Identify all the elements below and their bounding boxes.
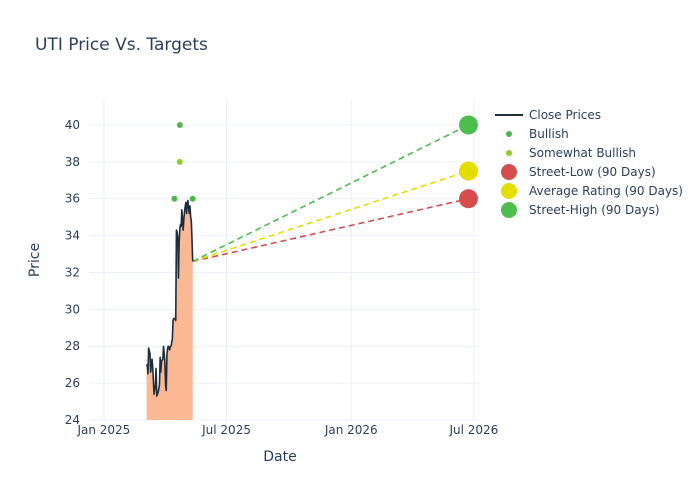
legend-label: Somewhat Bullish — [529, 146, 636, 160]
legend-dot-swatch — [506, 131, 512, 137]
legend-label: Close Prices — [529, 108, 601, 122]
target-line — [192, 124, 469, 263]
target-markers — [458, 115, 478, 209]
target-line — [192, 197, 469, 263]
target-lines — [192, 124, 469, 263]
legend: Close Prices Bullish Somewhat Bullish Stree… — [495, 108, 683, 218]
legend-label: Average Rating (90 Days) — [529, 184, 683, 198]
y-tick-label: 40 — [65, 118, 80, 132]
y-tick-label: 30 — [65, 302, 80, 316]
x-tick-label: Jan 2025 — [76, 423, 130, 437]
legend-dot-swatch — [506, 150, 512, 156]
x-tick-label: Jul 2026 — [448, 423, 498, 437]
x-axis-title: Date — [263, 449, 296, 465]
legend-label: Street-High (90 Days) — [529, 203, 660, 217]
legend-dot-swatch — [501, 183, 517, 199]
chart-title: UTI Price Vs. Targets — [35, 35, 208, 55]
bullish-point — [176, 121, 183, 128]
close-price-area — [146, 200, 193, 420]
legend-dot-swatch — [501, 202, 517, 218]
target-marker — [458, 115, 478, 135]
grid-lines — [89, 101, 480, 421]
close-price-line — [145, 199, 194, 397]
legend-dot-swatch — [501, 164, 517, 180]
bullish-point — [171, 195, 178, 202]
legend-label: Street-Low (90 Days) — [529, 165, 656, 179]
bullish-point — [189, 195, 196, 202]
y-tick-label: 36 — [65, 192, 80, 206]
rating-points — [171, 121, 196, 202]
y-axis-ticks: 24 26 28 30 32 34 36 38 40 — [65, 118, 80, 427]
close-price-line-layer — [145, 199, 194, 397]
y-tick-label: 26 — [65, 376, 80, 390]
x-tick-label: Jul 2025 — [201, 423, 251, 437]
x-tick-label: Jan 2026 — [324, 423, 378, 437]
target-marker — [458, 161, 478, 181]
target-marker — [458, 189, 478, 209]
y-axis-title: Price — [27, 243, 43, 277]
y-tick-label: 32 — [65, 265, 80, 279]
y-tick-label: 34 — [65, 229, 80, 243]
x-axis-ticks: Jan 2025 Jul 2025 Jan 2026 Jul 2026 — [76, 423, 498, 437]
close-price-area-layer — [146, 200, 193, 420]
y-tick-label: 24 — [65, 413, 80, 427]
target-line — [192, 170, 469, 263]
legend-label: Bullish — [529, 127, 569, 141]
y-tick-label: 28 — [65, 339, 80, 353]
somewhat-bullish-point — [176, 158, 183, 165]
y-tick-label: 38 — [65, 155, 80, 169]
